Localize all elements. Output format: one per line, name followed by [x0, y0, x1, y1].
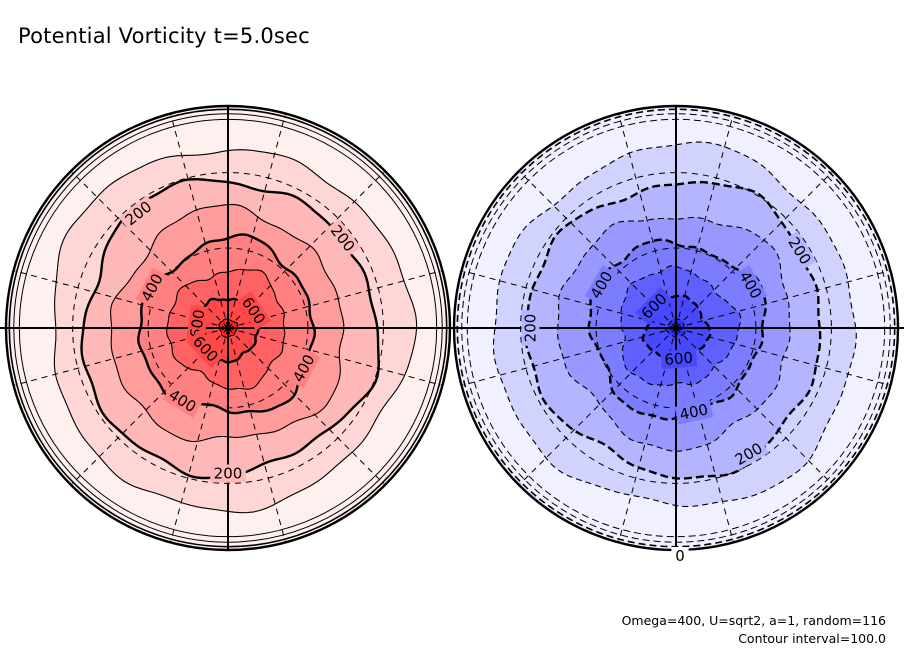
contour-fills [454, 106, 898, 550]
contour-label: 600 [664, 349, 694, 369]
meridian-line [170, 327, 229, 543]
meridian-line [227, 113, 286, 329]
contour-label-bg [584, 265, 619, 305]
meridian-line [227, 327, 286, 543]
meridian-line [675, 170, 834, 329]
chart-title: Potential Vorticity t=5.0sec [18, 24, 310, 48]
contour-label: 600 [187, 308, 209, 339]
contour-label-bg [660, 348, 698, 370]
contour-label: 400 [678, 400, 710, 424]
meridian-line [170, 113, 229, 329]
parameters-text: Omega=400, U=sqrt2, a=1, random=116 [621, 613, 886, 628]
contour-label-bg [186, 304, 209, 343]
meridian-line [675, 113, 734, 329]
meridian-line [227, 327, 386, 486]
contour-label-bg [135, 267, 169, 308]
pole-marker [225, 325, 231, 331]
contour-label-bg [782, 231, 817, 271]
contour-label: 200 [521, 314, 539, 343]
meridian-line [227, 327, 443, 386]
contour-label: 0 [675, 547, 685, 565]
contour-label-bg [671, 547, 689, 565]
contour-interval-text: Contour interval=100.0 [738, 631, 886, 646]
contour-label-bg [236, 290, 271, 331]
contour-label-bg [287, 348, 321, 389]
contour-label-bg [635, 287, 674, 326]
contour-label-bg [728, 437, 769, 471]
contour-label-bg [733, 265, 768, 305]
meridian-line [461, 327, 677, 386]
contour-label-bg [118, 195, 158, 232]
meridian-line [461, 270, 677, 329]
meridian-line [518, 327, 677, 486]
meridian-line [70, 170, 229, 329]
contour-label-bg [210, 464, 246, 483]
meridian-line [618, 113, 677, 329]
footnote: Omega=400, U=sqrt2, a=1, random=116 Cont… [622, 612, 886, 648]
contour-label-bg [186, 329, 225, 369]
contour-label-bg [674, 399, 714, 425]
meridian-line [675, 270, 891, 329]
contour-label-bg [162, 383, 203, 418]
pole-marker [673, 325, 679, 331]
contour-label-bg [521, 310, 540, 346]
contour-label: 200 [214, 465, 243, 483]
contour-label-bg [324, 218, 361, 258]
meridian-line [675, 327, 834, 486]
